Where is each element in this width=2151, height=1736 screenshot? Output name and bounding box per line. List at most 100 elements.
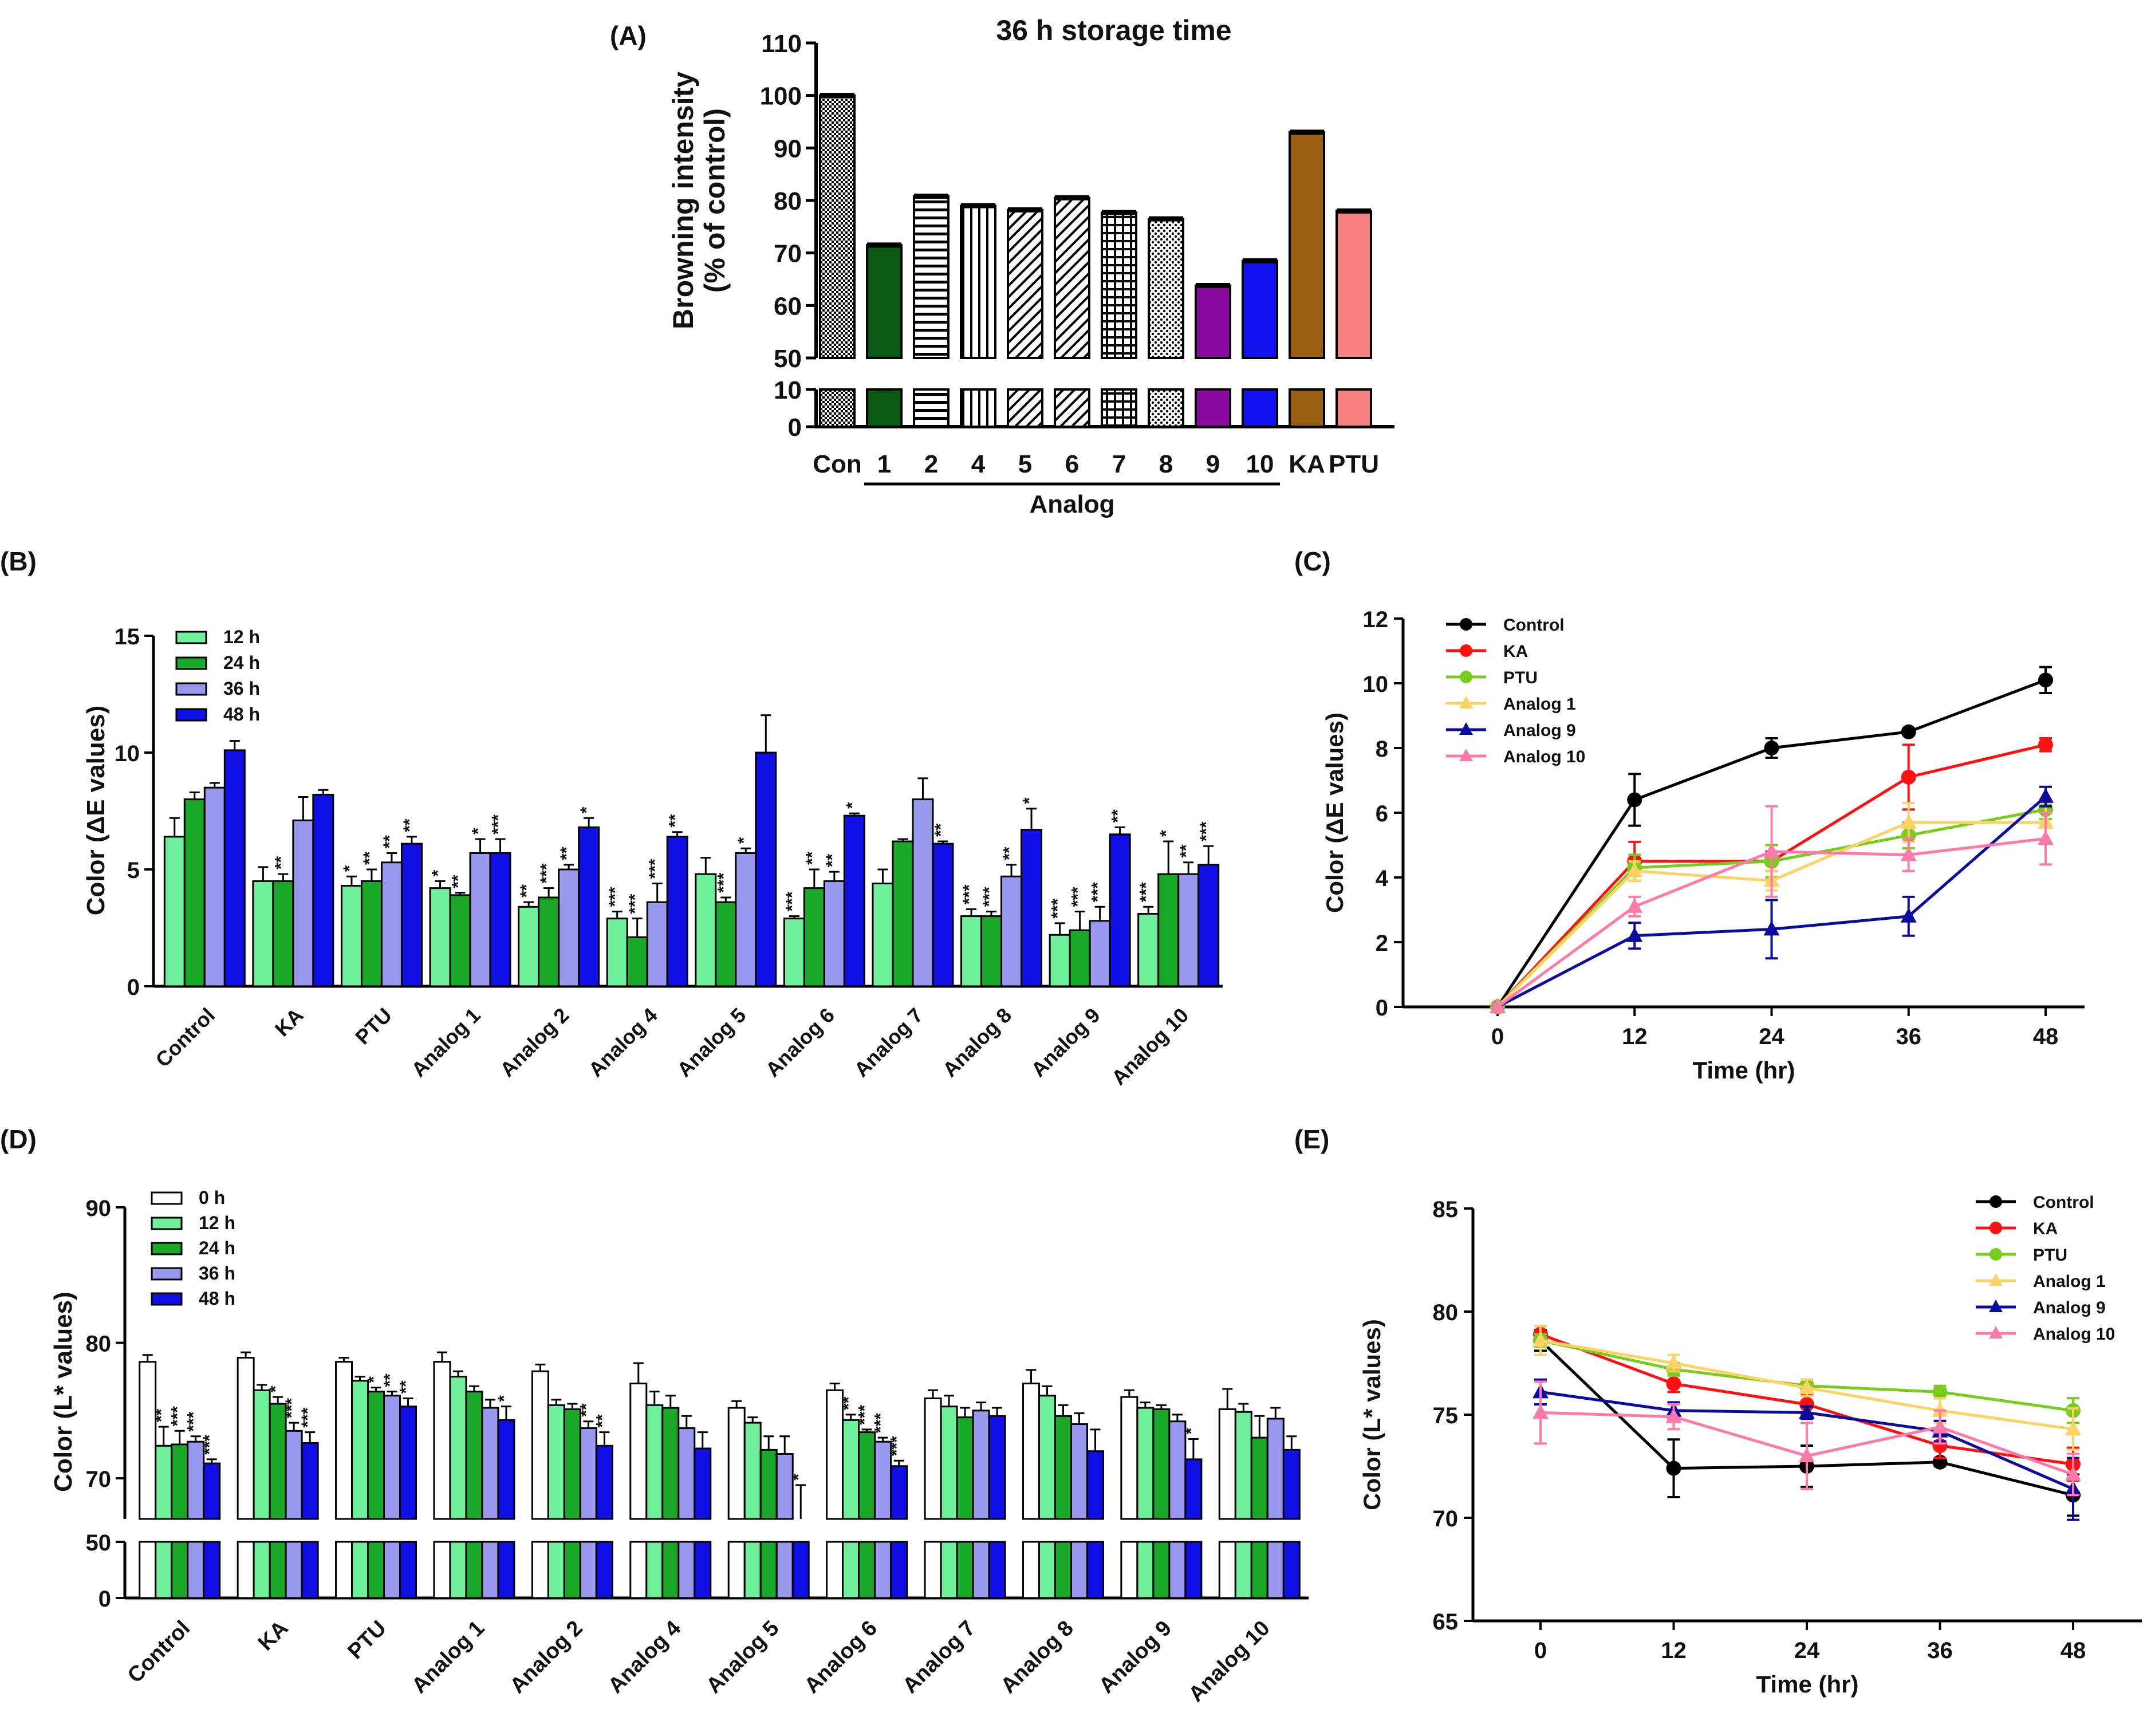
bar: [1120, 1541, 1138, 1599]
x-tick-label: 1: [877, 450, 891, 478]
x-tick-label: 0: [1534, 1638, 1547, 1663]
bar: [1148, 218, 1184, 360]
significance-mark: ***: [184, 1411, 203, 1431]
bar: [755, 751, 777, 987]
legend-swatch: [175, 708, 207, 722]
significance-mark: *: [1020, 797, 1039, 804]
data-point: [1799, 1379, 1815, 1395]
group-label: Analog: [1029, 490, 1114, 518]
legend-label: Analog 1: [1503, 695, 1576, 714]
legend-label: Control: [2033, 1193, 2094, 1212]
x-tick-label: 24: [1794, 1638, 1820, 1663]
bar: [301, 1541, 319, 1599]
bar: [1022, 1541, 1040, 1599]
significance-mark: **: [577, 1403, 596, 1417]
x-tick-label: Analog 6: [800, 1616, 882, 1698]
bar: [187, 1541, 205, 1599]
data-point: [2065, 1420, 2081, 1436]
panel-a-ylabel: (% of control): [699, 108, 731, 293]
bar: [677, 1541, 696, 1599]
y-tick-label: 75: [1433, 1403, 1459, 1428]
significance-mark: *: [1157, 830, 1176, 837]
panel-d-label: (D): [0, 1124, 37, 1154]
y-tick-label: 65: [1433, 1609, 1459, 1635]
data-point: [1799, 1404, 1815, 1419]
bar: [449, 1541, 467, 1599]
bar: [1266, 1541, 1285, 1599]
bar: [469, 852, 491, 987]
bar: [163, 836, 186, 987]
bar: [155, 1444, 173, 1520]
y-tick-label: 85: [1433, 1197, 1459, 1222]
y-tick-label: 70: [1433, 1506, 1459, 1532]
x-tick-label: 9: [1206, 450, 1220, 478]
bar: [1054, 196, 1090, 359]
bar: [727, 1407, 746, 1520]
legend-marker: [1990, 1248, 2002, 1261]
bar: [578, 826, 600, 987]
bar: [890, 1541, 908, 1599]
bar: [203, 786, 226, 987]
legend-label: Analog 10: [1503, 747, 1585, 766]
significance-mark: *: [734, 837, 753, 844]
bar: [237, 1541, 255, 1599]
significance-mark: *: [495, 1395, 514, 1402]
significance-mark: ***: [200, 1435, 219, 1455]
data-point: [1900, 907, 1917, 923]
bar: [988, 1415, 1006, 1520]
legend-marker: [1990, 1195, 2002, 1208]
bar: [866, 388, 903, 428]
bar: [531, 1370, 549, 1520]
bar: [629, 1382, 648, 1520]
significance-mark: *: [789, 1474, 808, 1481]
bar: [956, 1416, 974, 1520]
legend-swatch: [151, 1191, 183, 1205]
significance-mark: *: [469, 828, 488, 834]
panel-b-label: (B): [0, 546, 37, 576]
bar: [252, 880, 274, 987]
x-tick-label: 2: [924, 450, 938, 478]
bar: [803, 887, 825, 987]
bar: [547, 1404, 565, 1520]
panel-a-title: 36 h storage time: [996, 14, 1231, 46]
bar: [223, 749, 246, 987]
panel-b: (B)Color (ΔE values)051015Control**KA***…: [0, 546, 1223, 1089]
bar: [1282, 1448, 1301, 1520]
bar: [433, 1361, 451, 1520]
significance-mark: ***: [714, 873, 733, 893]
y-tick-label: 10: [1363, 672, 1389, 697]
legend-label: 48 h: [199, 1288, 235, 1309]
bar: [1089, 920, 1111, 987]
bar: [1086, 1450, 1104, 1520]
panel-d: (D)Color (L* values) 708090050***********…: [0, 1124, 1309, 1707]
bar: [932, 843, 954, 987]
significance-mark: *: [843, 802, 862, 809]
bar: [1184, 1541, 1203, 1599]
bar: [429, 887, 451, 987]
bar: [1070, 1541, 1088, 1599]
data-point: [1763, 920, 1780, 936]
legend-label: 12 h: [223, 627, 260, 647]
significance-mark: **: [803, 851, 822, 865]
bar: [1054, 1415, 1072, 1520]
x-tick-label: Analog 10: [1184, 1616, 1275, 1707]
significance-mark: **: [380, 835, 399, 849]
significance-mark: ***: [980, 887, 999, 907]
bar: [1289, 131, 1325, 359]
bar: [1021, 829, 1043, 987]
bar: [563, 1541, 581, 1599]
x-tick-label: 36: [1896, 1024, 1922, 1049]
panel-d-ylabel: Color (L* values): [49, 1292, 77, 1492]
significance-mark: ***: [298, 1407, 317, 1427]
bar: [1289, 388, 1325, 428]
x-tick-label: KA: [270, 1003, 308, 1041]
bar: [497, 1419, 515, 1520]
data-point: [1799, 1447, 1815, 1462]
bar: [563, 1408, 581, 1520]
bar: [237, 1357, 255, 1520]
x-tick-label: Analog 9: [1026, 1003, 1104, 1081]
bar: [1242, 259, 1278, 359]
bar: [465, 1391, 483, 1520]
